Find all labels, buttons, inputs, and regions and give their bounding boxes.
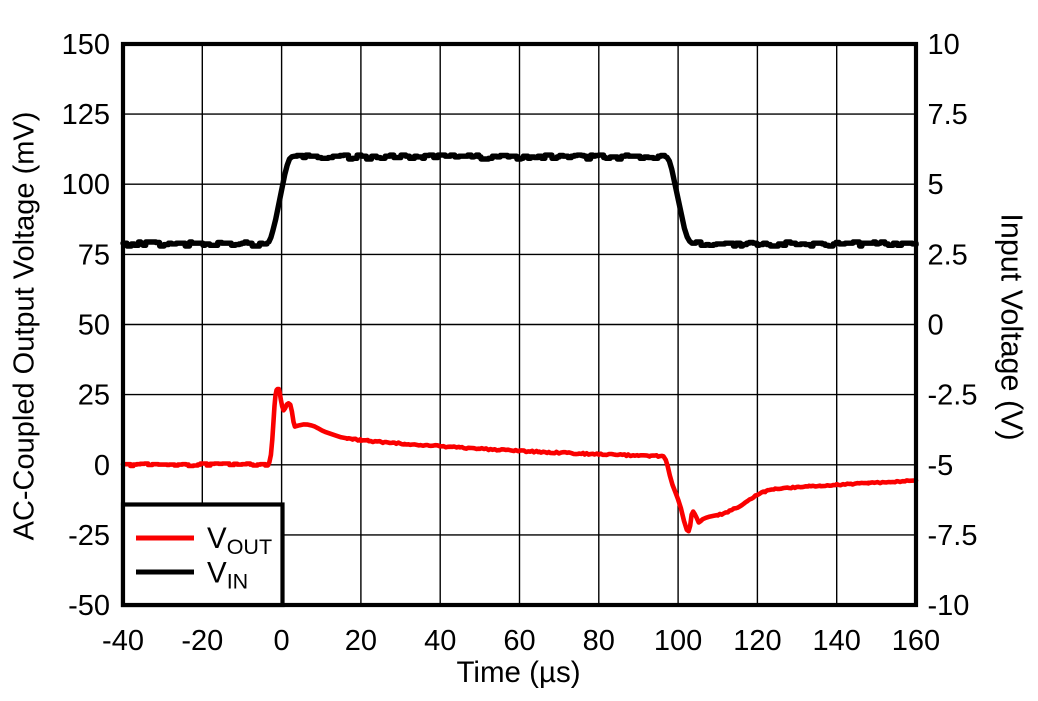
svg-text:25: 25 (78, 380, 110, 412)
svg-text:0: 0 (94, 450, 110, 482)
svg-text:5: 5 (928, 169, 944, 201)
svg-text:-20: -20 (181, 625, 223, 657)
svg-text:-25: -25 (68, 520, 110, 552)
svg-text:-7.5: -7.5 (928, 520, 978, 552)
svg-text:60: 60 (503, 625, 535, 657)
svg-text:7.5: 7.5 (928, 99, 968, 131)
svg-text:-10: -10 (928, 590, 970, 622)
svg-text:-40: -40 (102, 625, 144, 657)
svg-text:75: 75 (78, 239, 110, 271)
svg-text:120: 120 (733, 625, 781, 657)
svg-text:100: 100 (62, 169, 110, 201)
svg-text:125: 125 (62, 99, 110, 131)
svg-text:-50: -50 (68, 590, 110, 622)
svg-text:-2.5: -2.5 (928, 380, 978, 412)
svg-text:10: 10 (928, 29, 960, 61)
svg-text:AC-Coupled Output Voltage (mV): AC-Coupled Output Voltage (mV) (9, 112, 41, 541)
svg-text:0: 0 (274, 625, 290, 657)
svg-text:160: 160 (892, 625, 940, 657)
svg-text:0: 0 (928, 310, 944, 342)
svg-text:Time (µs): Time (µs) (456, 656, 580, 689)
svg-text:140: 140 (813, 625, 861, 657)
svg-text:80: 80 (583, 625, 615, 657)
svg-text:2.5: 2.5 (928, 239, 968, 271)
svg-text:20: 20 (345, 625, 377, 657)
svg-text:40: 40 (424, 625, 456, 657)
svg-text:Input Voltage (V): Input Voltage (V) (995, 213, 1029, 440)
svg-text:50: 50 (78, 310, 110, 342)
svg-text:100: 100 (654, 625, 702, 657)
svg-text:-5: -5 (928, 450, 954, 482)
svg-text:150: 150 (62, 29, 110, 61)
